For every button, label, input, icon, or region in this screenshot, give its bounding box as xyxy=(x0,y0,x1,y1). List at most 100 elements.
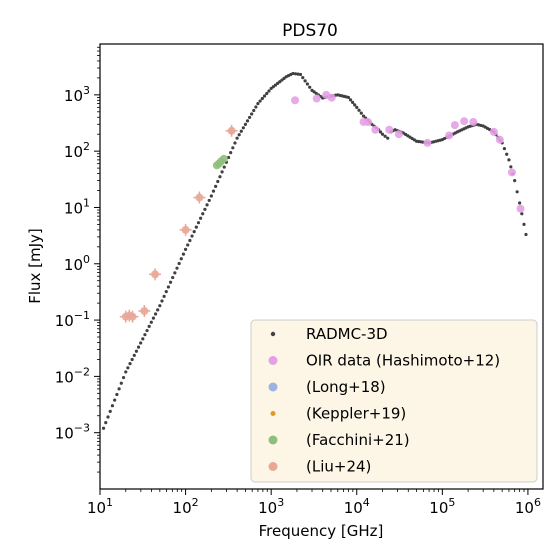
legend-marker xyxy=(270,411,276,416)
model-point xyxy=(357,108,361,112)
model-point xyxy=(301,76,305,80)
model-point xyxy=(177,261,181,266)
model-point xyxy=(110,404,115,408)
model-point xyxy=(269,86,273,91)
model-point xyxy=(218,175,222,179)
x-tick-label: 103 xyxy=(258,496,284,517)
model-point xyxy=(267,89,271,93)
model-point xyxy=(124,370,128,374)
y-axis: 10−3 10−2 10−1 100 101 102 103 xyxy=(55,46,100,473)
model-point xyxy=(247,115,252,120)
model-point xyxy=(186,243,190,247)
legend-marker xyxy=(268,356,278,365)
y-tick-label: 10−3 xyxy=(55,422,90,443)
model-point xyxy=(383,134,387,138)
model-point xyxy=(229,151,233,155)
model-point xyxy=(117,387,121,391)
model-point xyxy=(296,72,300,76)
model-point xyxy=(262,94,267,98)
model-point xyxy=(203,207,207,211)
model-point xyxy=(209,194,213,198)
data-point xyxy=(516,204,525,213)
model-point xyxy=(143,333,147,337)
model-point xyxy=(139,341,143,345)
x-tick-label: 102 xyxy=(173,496,199,517)
x-axis-label: Frequency [GHz] xyxy=(259,522,384,540)
legend-label: (Keppler+19) xyxy=(306,405,406,423)
model-point xyxy=(113,398,117,402)
model-point xyxy=(355,105,359,109)
model-point xyxy=(256,101,260,106)
data-point xyxy=(227,126,236,135)
model-point xyxy=(254,105,258,109)
data-point xyxy=(460,117,469,126)
data-point xyxy=(128,312,137,321)
model-point xyxy=(126,366,130,370)
model-point xyxy=(258,99,262,103)
model-point xyxy=(115,392,119,397)
model-point xyxy=(265,91,269,96)
model-point xyxy=(237,133,241,137)
y-axis-label: Flux [mJy] xyxy=(26,228,44,304)
x-tick-label: 105 xyxy=(429,496,455,517)
model-point xyxy=(214,184,218,188)
model-point xyxy=(293,72,298,76)
data-point xyxy=(489,127,498,136)
model-point xyxy=(141,337,145,341)
model-point xyxy=(196,221,201,225)
model-point xyxy=(515,190,519,194)
y-tick-label: 10−2 xyxy=(55,365,90,386)
model-point xyxy=(303,79,307,83)
model-point xyxy=(505,152,509,156)
model-point xyxy=(194,225,198,229)
model-point xyxy=(282,76,286,80)
data-point xyxy=(312,94,321,103)
model-point xyxy=(348,98,353,102)
model-point xyxy=(149,320,153,324)
model-point xyxy=(378,130,383,134)
data-point xyxy=(385,125,394,134)
model-point xyxy=(153,312,158,316)
model-point xyxy=(502,146,507,151)
model-point xyxy=(278,80,282,84)
model-point xyxy=(276,81,280,86)
model-point xyxy=(509,165,513,169)
model-point xyxy=(260,96,264,101)
model-point xyxy=(235,136,239,140)
model-point xyxy=(273,83,278,87)
model-point xyxy=(211,189,216,193)
model-point xyxy=(192,229,196,234)
model-point xyxy=(522,222,526,227)
model-point xyxy=(166,285,171,289)
model-point xyxy=(145,328,149,333)
legend-marker xyxy=(268,435,278,445)
legend-label: OIR data (Hashimoto+12) xyxy=(306,352,500,370)
model-point xyxy=(222,165,226,169)
model-point xyxy=(298,72,303,77)
data-point xyxy=(495,135,504,144)
data-point xyxy=(445,131,454,140)
model-point xyxy=(308,85,312,89)
model-point xyxy=(136,345,141,349)
data-point xyxy=(507,168,516,177)
x-tick-label: 106 xyxy=(515,496,541,517)
x-axis: 101 102 103 104 105 106 xyxy=(87,489,541,517)
data-point xyxy=(450,121,459,130)
model-point xyxy=(520,212,524,216)
model-point xyxy=(160,299,164,303)
model-point xyxy=(518,201,522,205)
model-point xyxy=(119,381,123,385)
model-point xyxy=(513,179,517,183)
model-point xyxy=(241,126,245,130)
model-point xyxy=(179,257,183,261)
data-point xyxy=(394,130,403,139)
model-point xyxy=(380,132,385,136)
legend-box xyxy=(250,319,538,483)
legend-label: (Facchini+21) xyxy=(306,431,410,449)
y-tick-label: 103 xyxy=(64,84,90,105)
data-point xyxy=(181,225,190,234)
model-point xyxy=(351,100,355,104)
model-point xyxy=(108,409,112,413)
model-point xyxy=(524,232,528,237)
